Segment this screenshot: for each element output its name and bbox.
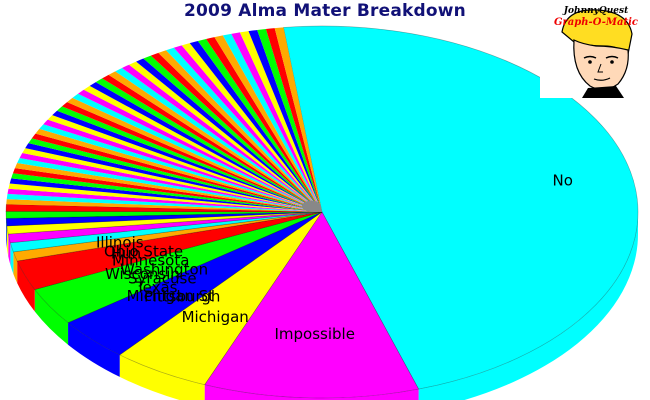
graph-o-matic-logo: JohnnyQuest Graph-O-Matic	[540, 2, 648, 98]
pie-slice-other	[136, 58, 322, 213]
slice-label-huh: Huh	[111, 244, 141, 262]
pie-slice-syracuse	[5, 211, 323, 227]
pie-slice-other	[206, 37, 322, 212]
pie-slice-michigan-st	[67, 211, 323, 356]
pie-hub	[301, 200, 322, 212]
pie-slice-other	[115, 67, 322, 212]
pie-slice-other	[197, 38, 322, 213]
pie-slice-other	[150, 52, 322, 212]
pie-slice-other	[72, 93, 322, 212]
pie-slice-other	[67, 97, 322, 212]
pie-slice-other	[11, 173, 323, 212]
pie-slice-other	[61, 102, 322, 212]
pie-slice-other	[189, 40, 322, 212]
pie-slice-other	[6, 193, 322, 212]
logo-line-2: Graph-O-Matic	[554, 17, 638, 28]
pie-wall-impossible	[204, 384, 419, 400]
pie-slice-wisconsin	[34, 211, 323, 324]
pie-slice-other	[257, 28, 322, 213]
pie-slice-other	[239, 31, 322, 212]
pie-slice-other	[166, 47, 322, 213]
pie-slice-ohio-state	[9, 211, 323, 253]
chart-title: 2009 Alma Mater Breakdown	[184, 1, 466, 21]
slice-label-minnesota: Minnesota	[112, 252, 189, 270]
pie-slice-other	[108, 71, 323, 212]
pie-slice-other	[248, 29, 322, 212]
pie-slice-other	[12, 168, 322, 212]
pie-slice-other	[181, 43, 322, 212]
pie-wall-ohio-state	[10, 242, 14, 274]
pie-slice-other	[222, 33, 322, 212]
pie-wall-minnesota	[8, 234, 11, 265]
slice-label-impossible: Impossible	[274, 325, 354, 343]
pie-wall-washington	[6, 225, 9, 257]
pie-slices	[5, 25, 639, 399]
pie-slice-other	[83, 85, 322, 212]
pie-wall-illinois	[13, 251, 18, 284]
pie-slice-other	[143, 55, 322, 212]
pie-slice-other	[22, 148, 323, 212]
pie-slice-other	[47, 115, 323, 212]
pie-slice-other	[25, 143, 322, 212]
pie-slice-illinois	[12, 211, 323, 262]
pie-slice-other	[35, 128, 323, 212]
pie-slice-other	[231, 32, 322, 213]
slice-label-wisconsin: Wisconsin	[105, 265, 180, 283]
slice-label-washington: Washington	[120, 261, 208, 279]
pie-slice-other	[214, 35, 322, 212]
pie-slice-other	[8, 183, 322, 212]
pie-slice-other	[274, 27, 322, 213]
pie-slice-other	[39, 124, 322, 212]
logo-line-1: JohnnyQuest	[562, 6, 629, 16]
pie-wall-huh	[17, 261, 35, 312]
slice-label-texas: Texas	[135, 279, 178, 297]
pie-slice-other	[14, 163, 322, 212]
pie-slice-other	[56, 106, 322, 212]
pie-slice-other	[17, 158, 322, 212]
pie-slice-other	[52, 110, 322, 212]
pie-slice-other	[89, 82, 322, 213]
pie-slice-other	[31, 133, 323, 212]
slice-label-ohio-state: Ohio State	[104, 243, 183, 261]
pie-wall-no	[418, 212, 638, 400]
pie-slice-other	[265, 28, 322, 212]
pie-depth	[6, 212, 638, 400]
pie-slice-other	[6, 199, 322, 212]
pie-slice-minnesota	[7, 211, 323, 244]
pie-slice-other	[173, 45, 322, 213]
pie-slice-other	[102, 74, 322, 212]
pie-slice-other	[9, 178, 323, 212]
slice-label-syracuse: Syracuse	[128, 270, 197, 288]
pie-wall-michigan-st	[68, 322, 120, 377]
slice-label-illinois: Illinois	[96, 234, 144, 252]
slice-label-no: No	[553, 171, 573, 189]
pie-wall-michigan	[119, 354, 205, 400]
pie-slice-other	[19, 153, 322, 212]
pie-wall-syracuse	[6, 218, 7, 248]
pie-slice-texas	[5, 211, 323, 219]
pie-slice-other	[95, 78, 323, 212]
pie-slice-other	[7, 188, 323, 212]
pie-wall-wisconsin	[34, 289, 69, 345]
pie-slice-other	[158, 50, 322, 212]
pie-slice-michigan	[119, 211, 323, 386]
pie-labels: No Impossible Michigan Michigan St Wisconsin…	[96, 171, 573, 343]
pie-slice-other	[122, 64, 322, 213]
pie-slice-huh	[16, 211, 323, 290]
pie-slice-other	[43, 119, 323, 212]
pie-slice-other	[28, 138, 323, 212]
pie-slice-washington	[6, 211, 323, 235]
slice-label-michigan: Michigan	[182, 308, 249, 326]
slice-label-michigan-st: Michigan St	[127, 287, 215, 305]
pie-slice-impossible	[204, 211, 420, 399]
pie-slice-pittsburgh	[5, 204, 323, 213]
pie-slice-other	[129, 61, 322, 212]
pie-slice-other	[78, 89, 322, 212]
pie-slice-no	[283, 25, 639, 390]
slice-label-pittsburgh: Pittsburgh	[144, 288, 220, 306]
